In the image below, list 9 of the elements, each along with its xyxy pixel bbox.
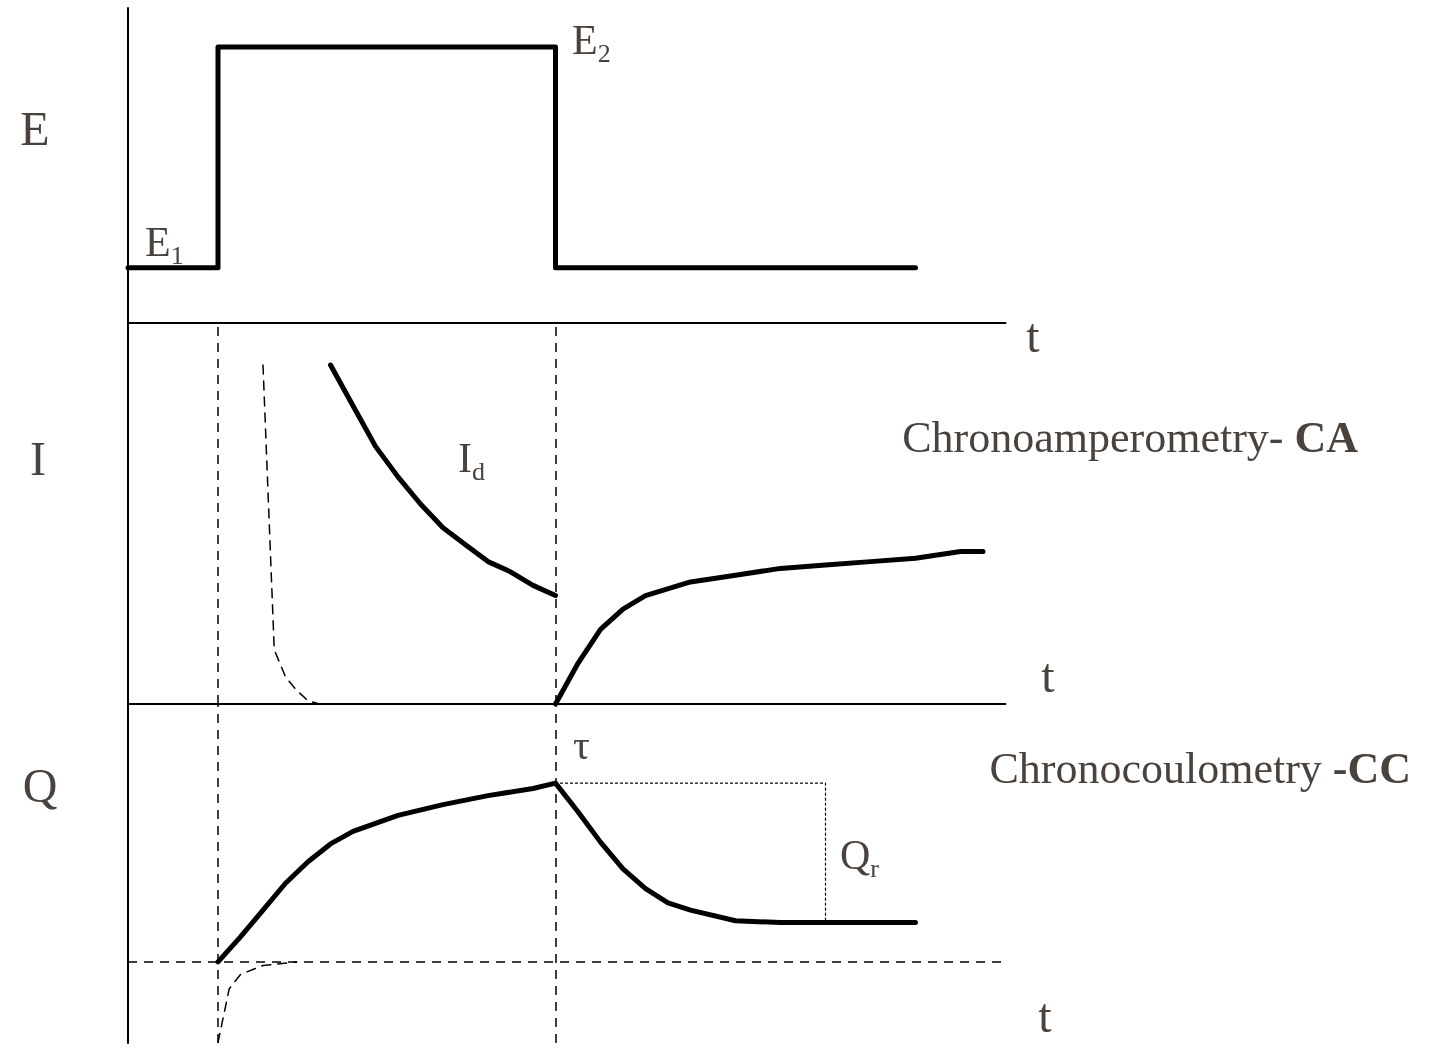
y-axis-title: Q xyxy=(22,758,58,812)
y-axis-title: E xyxy=(20,101,50,155)
x-axis-title: t xyxy=(1026,308,1041,362)
x-axis-title: t xyxy=(1038,988,1053,1042)
y-axis-title: I xyxy=(30,431,46,485)
text: Chronoamperometry- CA xyxy=(902,412,1359,462)
text: Chronocoulometry -CC xyxy=(989,743,1411,793)
x-axis-title: t xyxy=(1041,648,1056,702)
text: τ xyxy=(573,722,590,768)
